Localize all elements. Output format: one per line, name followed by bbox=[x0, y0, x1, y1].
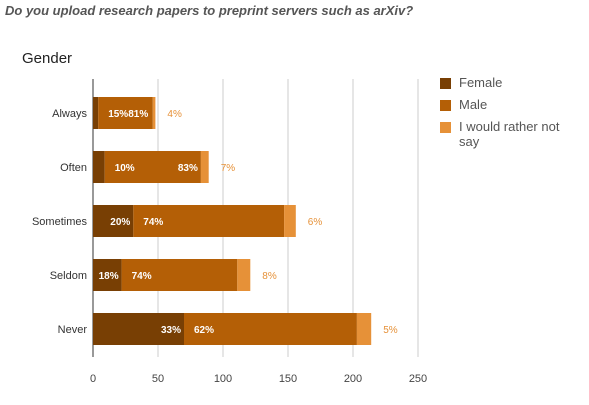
axis-tick-labels: 0 50 100 150 200 250 bbox=[90, 373, 427, 385]
bar-segment bbox=[93, 97, 99, 129]
survey-question: Do you upload research papers to preprin… bbox=[5, 3, 414, 18]
bar-segment bbox=[104, 151, 201, 183]
bar-segment bbox=[200, 151, 209, 183]
legend-label: Male bbox=[459, 97, 488, 112]
legend-label: Female bbox=[459, 75, 503, 90]
category-label: Always bbox=[52, 108, 87, 120]
bar-segment bbox=[152, 97, 156, 129]
chart-legend: Female Male I would rather not say bbox=[440, 75, 580, 156]
legend-swatch bbox=[440, 78, 451, 89]
category-labels: Always Often Sometimes Seldom Never bbox=[32, 108, 88, 336]
legend-swatch bbox=[440, 100, 451, 111]
category-label: Often bbox=[60, 162, 87, 174]
x-tick-label: 0 bbox=[90, 373, 96, 385]
data-label: 10% bbox=[115, 163, 135, 174]
bar-segment bbox=[98, 97, 153, 129]
data-label: 18% bbox=[99, 271, 119, 282]
bar-segment bbox=[237, 259, 251, 291]
data-label: 5% bbox=[383, 325, 398, 336]
bar-segment bbox=[93, 205, 134, 237]
data-label: 7% bbox=[221, 163, 236, 174]
data-label: 74% bbox=[143, 217, 163, 228]
bar-segment bbox=[284, 205, 296, 237]
x-tick-label: 50 bbox=[152, 373, 164, 385]
category-label: Never bbox=[58, 324, 88, 336]
data-label: 4% bbox=[167, 109, 182, 120]
bar-segment bbox=[356, 313, 372, 345]
legend-label: I would rather not say bbox=[459, 119, 560, 149]
data-label: 6% bbox=[308, 217, 323, 228]
legend-swatch bbox=[440, 122, 451, 133]
chart-title: Gender bbox=[22, 50, 72, 67]
bar-segment bbox=[93, 259, 122, 291]
data-label: 8% bbox=[262, 271, 277, 282]
data-label: 15%81% bbox=[108, 109, 148, 120]
data-label: 74% bbox=[132, 271, 152, 282]
bar-segment bbox=[93, 151, 105, 183]
x-tick-label: 250 bbox=[409, 373, 427, 385]
data-labels: 15%81% 4% 10% 83% 7% 20% 74% 6% 18% 74% 8% 33% 62% 5% bbox=[99, 109, 398, 336]
chart-bars bbox=[93, 97, 372, 345]
x-tick-label: 150 bbox=[279, 373, 297, 385]
category-label: Seldom bbox=[50, 270, 87, 282]
bar-segment bbox=[121, 259, 238, 291]
bar-segment bbox=[184, 313, 357, 345]
bar-segment bbox=[133, 205, 285, 237]
data-label: 83% bbox=[178, 163, 198, 174]
legend-item: I would rather not say bbox=[440, 119, 580, 149]
category-label: Sometimes bbox=[32, 216, 88, 228]
bar-segment bbox=[93, 313, 184, 345]
data-label: 62% bbox=[194, 325, 214, 336]
x-tick-label: 100 bbox=[214, 373, 232, 385]
x-tick-label: 200 bbox=[344, 373, 362, 385]
legend-item: Female bbox=[440, 75, 580, 90]
legend-item: Male bbox=[440, 97, 580, 112]
data-label: 33% bbox=[161, 325, 181, 336]
data-label: 20% bbox=[110, 217, 130, 228]
